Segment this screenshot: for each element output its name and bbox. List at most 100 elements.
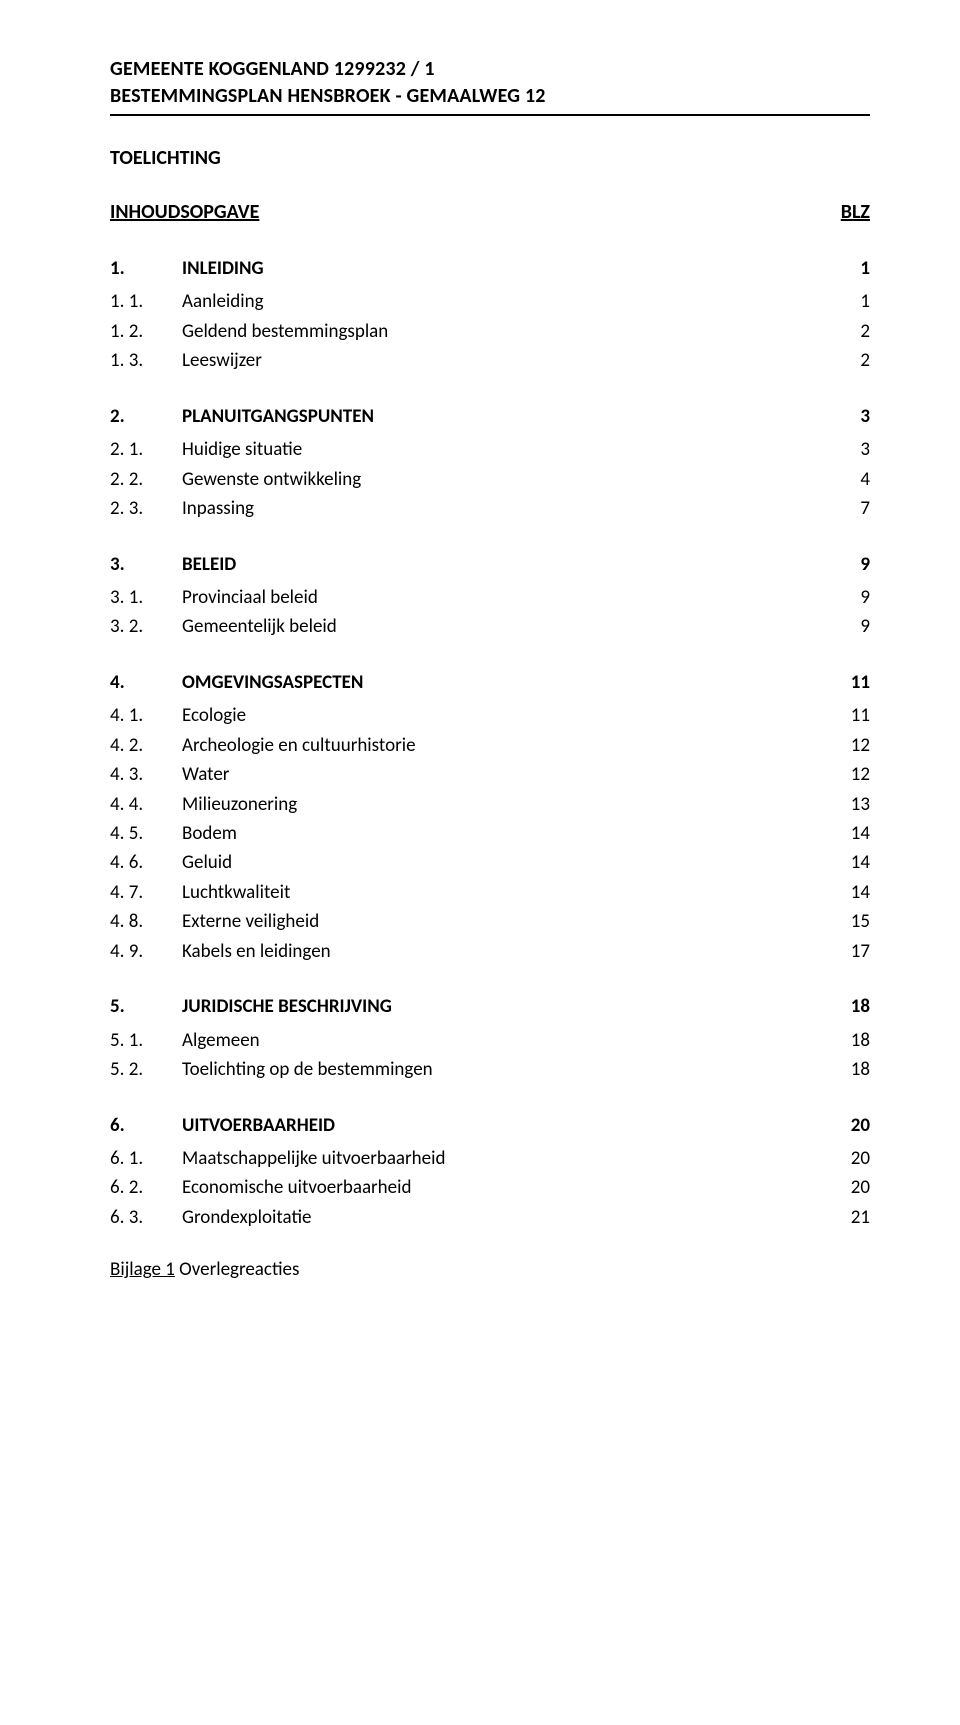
toc-item-title: Leeswijzer [182,346,830,375]
toc-item-row: 4. 3.Water12 [110,760,870,789]
toc-section: 6.UITVOERBAARHEID206. 1.Maatschappelijke… [110,1111,870,1233]
toc-item-title: Toelichting op de bestemmingen [182,1055,830,1084]
toc-section: 5.JURIDISCHE BESCHRIJVING185. 1.Algemeen… [110,992,870,1084]
toc-item-title: Aanleiding [182,287,830,316]
toc-section-title: OMGEVINGSASPECTEN [182,668,830,697]
toc-item-page: 9 [830,612,870,641]
toc-section-heading: 4.OMGEVINGSASPECTEN11 [110,668,870,697]
toc-section-title: PLANUITGANGSPUNTEN [182,402,830,431]
toc-section-page: 11 [830,668,870,697]
toc-item-title: Luchtkwaliteit [182,878,830,907]
toc-item-row: 4. 9.Kabels en leidingen17 [110,937,870,966]
toc-section-number: 5. [110,992,182,1021]
toc-section-number: 2. [110,402,182,431]
toc-item-title: Water [182,760,830,789]
toc-section-title: BELEID [182,550,830,579]
toc-section-page: 9 [830,550,870,579]
toelichting-heading: TOELICHTING [110,146,870,170]
toc-item-row: 4. 8.Externe veiligheid15 [110,907,870,936]
toc-item-row: 4. 7.Luchtkwaliteit14 [110,878,870,907]
toc-item-title: Geluid [182,848,830,877]
toc-item-row: 4. 1.Ecologie11 [110,701,870,730]
toc-item-number: 2. 3. [110,494,182,523]
toc-item-row: 5. 2.Toelichting op de bestemmingen18 [110,1055,870,1084]
toc-item-page: 4 [830,465,870,494]
toc-item-title: Bodem [182,819,830,848]
toc-section: 4.OMGEVINGSASPECTEN114. 1.Ecologie114. 2… [110,668,870,966]
toc-item-row: 2. 3.Inpassing7 [110,494,870,523]
toc-item-page: 20 [830,1144,870,1173]
toc-item-row: 6. 2.Economische uitvoerbaarheid20 [110,1173,870,1202]
toc-item-title: Provinciaal beleid [182,583,830,612]
toc-item-number: 4. 9. [110,937,182,966]
toc-section-heading: 2.PLANUITGANGSPUNTEN3 [110,402,870,431]
toc-item-page: 14 [830,878,870,907]
toc-item-row: 4. 4.Milieuzonering13 [110,790,870,819]
toc-section: 2.PLANUITGANGSPUNTEN3 2. 1.Huidige situat… [110,402,870,524]
toc-section-page: 3 [830,402,870,431]
document-page: GEMEENTE KOGGENLAND 1299232 / 1 BESTEMMI… [0,0,960,1341]
toc-item-page: 11 [830,701,870,730]
toc-item-title: Gemeentelijk beleid [182,612,830,641]
toc-item-title: Gewenste ontwikkeling [182,465,830,494]
toc-section-page: 1 [830,254,870,283]
toc-item-title: Archeologie en cultuurhistorie [182,731,830,760]
toc-item-page: 14 [830,848,870,877]
toc-item-row: 1. 3.Leeswijzer2 [110,346,870,375]
header-line-2: BESTEMMINGSPLAN HENSBROEK - GEMAALWEG 12 [110,83,870,110]
toc-item-title: Economische uitvoerbaarheid [182,1173,830,1202]
toc-item-number: 2. 2. [110,465,182,494]
toc-item-title: Externe veiligheid [182,907,830,936]
toc-item-title: Geldend bestemmingsplan [182,317,830,346]
toc-section-heading: 3.BELEID9 [110,550,870,579]
toc-item-number: 1. 2. [110,317,182,346]
toc-section-number: 3. [110,550,182,579]
toc-item-number: 3. 1. [110,583,182,612]
toc-item-row: 2. 2.Gewenste ontwikkeling4 [110,465,870,494]
bijlage-label-underlined: Bijlage 1 [110,1258,175,1281]
bijlage-line: Bijlage 1 Overlegreacties [110,1258,870,1281]
toc-section: 1.INLEIDING11. 1.Aanleiding11. 2.Geldend… [110,254,870,376]
toc-section-number: 4. [110,668,182,697]
toc-item-row: 4. 2.Archeologie en cultuurhistorie12 [110,731,870,760]
toc-header-left: INHOUDSOPGAVE [110,200,259,224]
toc-section-heading: 6.UITVOERBAARHEID20 [110,1111,870,1140]
header-line-1: GEMEENTE KOGGENLAND 1299232 / 1 [110,56,870,83]
toc-item-title: Milieuzonering [182,790,830,819]
toc-item-page: 20 [830,1173,870,1202]
toc-item-number: 4. 7. [110,878,182,907]
toc-section-title: JURIDISCHE BESCHRIJVING [182,992,830,1021]
toc-item-row: 5. 1.Algemeen18 [110,1026,870,1055]
toc-item-number: 4. 2. [110,731,182,760]
toc-item-number: 5. 2. [110,1055,182,1084]
toc-section: 3.BELEID93. 1.Provinciaal beleid93. 2.Ge… [110,550,870,642]
toc-item-row: 3. 1.Provinciaal beleid9 [110,583,870,612]
toc-item-title: Algemeen [182,1026,830,1055]
toc-item-page: 1 [830,287,870,316]
toc-item-title: Kabels en leidingen [182,937,830,966]
toc-item-page: 9 [830,583,870,612]
toc-item-row: 3. 2.Gemeentelijk beleid9 [110,612,870,641]
toc-item-title: Maatschappelijke uitvoerbaarheid [182,1144,830,1173]
toc-item-number: 4. 4. [110,790,182,819]
toc-item-page: 2 [830,317,870,346]
toc-item-page: 13 [830,790,870,819]
toc-item-number: 1. 3. [110,346,182,375]
bijlage-label-rest: Overlegreacties [175,1258,300,1281]
toc-section-title: INLEIDING [182,254,830,283]
toc-item-page: 12 [830,731,870,760]
toc-item-page: 17 [830,937,870,966]
toc-section-page: 18 [830,992,870,1021]
toc-item-number: 2. 1. [110,435,182,464]
toc-item-page: 7 [830,494,870,523]
toc-item-page: 2 [830,346,870,375]
toc-item-row: 2. 1.Huidige situatie3 [110,435,870,464]
toc-section-number: 1. [110,254,182,283]
toc-item-page: 14 [830,819,870,848]
toc-item-number: 6. 2. [110,1173,182,1202]
toc-item-title: Grondexploitatie [182,1203,830,1232]
toc-item-row: 1. 2.Geldend bestemmingsplan2 [110,317,870,346]
toc-item-number: 4. 8. [110,907,182,936]
toc-item-number: 4. 5. [110,819,182,848]
toc-item-page: 18 [830,1055,870,1084]
